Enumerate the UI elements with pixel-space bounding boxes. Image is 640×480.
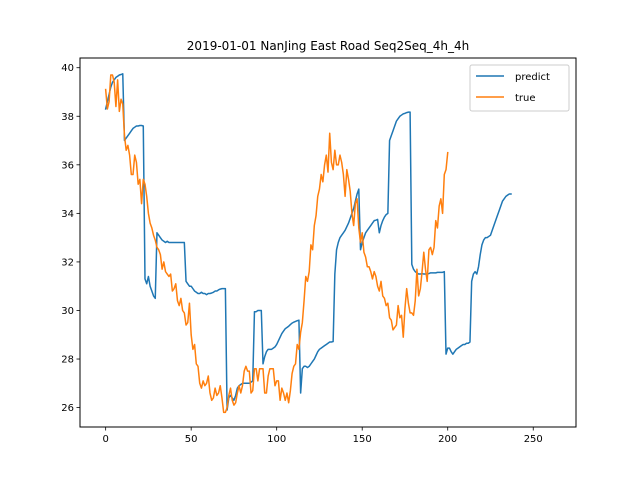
y-tick-label: 34 [61,209,74,220]
y-tick-label: 26 [61,403,74,414]
y-tick-label: 30 [61,306,74,317]
axes-frame [79,57,577,428]
x-tick-label: 100 [267,434,286,445]
x-tick-label: 250 [524,434,543,445]
legend-label-predict: predict [515,72,550,83]
x-tick-label: 200 [438,434,457,445]
y-tick-label: 28 [61,355,74,366]
y-tick-label: 40 [61,63,74,74]
y-tick-label: 38 [61,112,74,123]
plot-area [104,73,512,414]
series-line-true [104,74,449,414]
legend-label-true: true [515,93,536,104]
series-line-predict [104,73,512,411]
x-tick-label: 0 [102,434,108,445]
x-tick-label: 150 [353,434,372,445]
legend: predict true [469,64,570,112]
chart-title: 2019-01-01 NanJing East Road Seq2Seq_4h_… [187,39,469,53]
y-tick-label: 32 [61,257,74,268]
x-tick-label: 50 [185,434,198,445]
axis-ticks: 0 50 100 150 200 250 26 28 30 32 34 36 38 40 [61,63,543,445]
y-tick-label: 36 [61,160,74,171]
